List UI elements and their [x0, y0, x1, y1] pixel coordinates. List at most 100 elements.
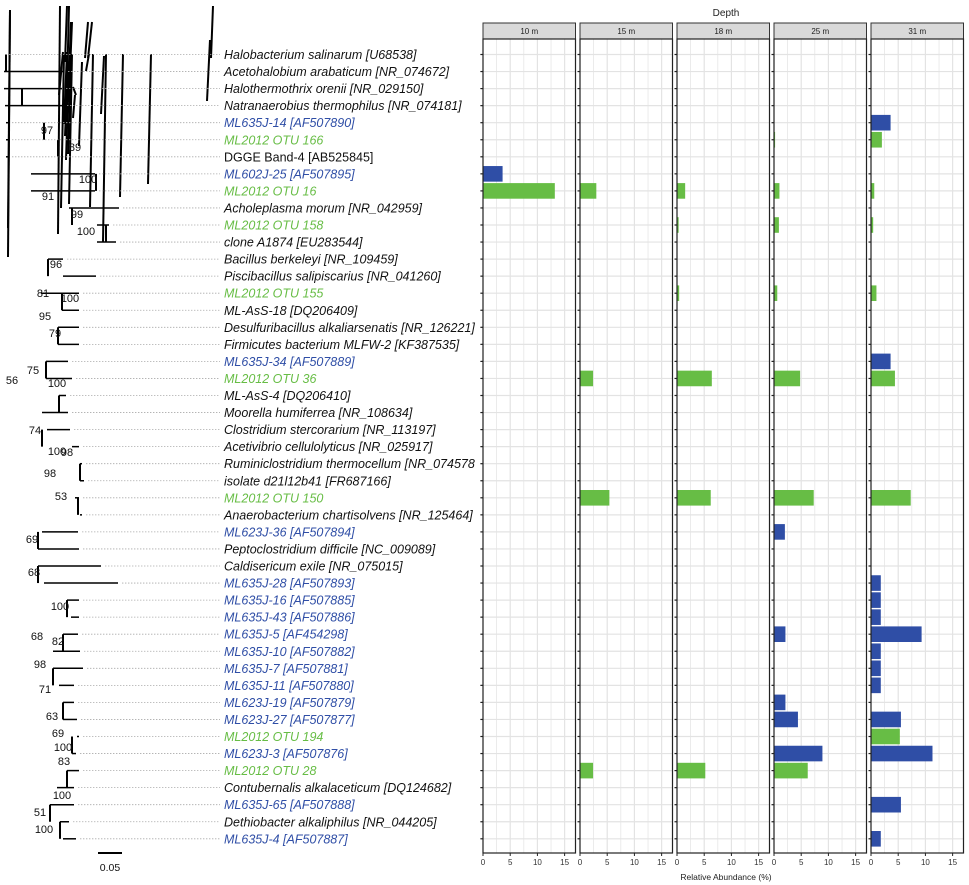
- bootstrap-value: 83: [58, 756, 70, 768]
- taxon-label-ml635j-5-af454298: ML635J-5 [AF454298]: [224, 628, 348, 642]
- x-tick-label: 0: [578, 858, 583, 867]
- scale-bar-label: 0.05: [100, 862, 121, 874]
- taxon-label-ml-ass-18-dq206409: ML-AsS-18 [DQ206409]: [224, 304, 358, 318]
- x-tick-label: 15: [560, 858, 569, 867]
- bar-10-m-ml2012-otu-16: [483, 183, 555, 199]
- facet-31-m: 31 m 0 5 10 15: [868, 22, 965, 867]
- tip-leader-lines: [9, 54, 482, 840]
- bar-18-m-ml2012-otu-150: [677, 490, 711, 506]
- taxon-labels: Halobacterium salinarum [U68538] Acetohal…: [223, 48, 475, 846]
- bar-18-m-ml2012-otu-155: [677, 285, 680, 301]
- facet-border: [870, 38, 965, 854]
- taxon-label-ml635j-11-af507880: ML635J-11 [AF507880]: [224, 679, 354, 693]
- bar-31-m-ml635j-7-af507881: [871, 660, 881, 677]
- taxon-label-natranaerobius-thermophilus-nr-074181: Natranaerobius thermophilus [NR_074181]: [224, 99, 462, 113]
- bar-25-m-ml2012-otu-36: [774, 370, 801, 387]
- bar-31-m-ml2012-otu-155: [871, 285, 877, 301]
- taxon-label-ml635j-28-af507893: ML635J-28 [AF507893]: [224, 577, 355, 591]
- x-tick-label: 10: [630, 858, 639, 867]
- bootstrap-value: 98: [44, 468, 56, 480]
- bar-31-m-ml635j-28-af507893: [871, 575, 881, 591]
- facet-15-m: 15 m 0 5 10 15: [577, 22, 674, 867]
- bootstrap-value: 98: [34, 659, 46, 671]
- taxon-label-ml635j-65-af507888: ML635J-65 [AF507888]: [224, 798, 355, 812]
- taxon-label-ml635j-16-af507885: ML635J-16 [AF507885]: [224, 594, 355, 608]
- facet-label: 10 m: [520, 27, 538, 36]
- bootstrap-value: 79: [49, 328, 61, 340]
- taxon-label-ml2012-otu-36: ML2012 OTU 36: [224, 372, 316, 386]
- bar-31-m-ml635j-16-af507885: [871, 592, 881, 608]
- bar-31-m-ml635j-5-af454298: [871, 626, 922, 642]
- bar-31-m-ml2012-otu-166: [871, 131, 882, 148]
- facet-border: [579, 38, 674, 854]
- taxon-label-ml2012-otu-158: ML2012 OTU 158: [224, 219, 323, 233]
- x-tick-label: 0: [675, 858, 680, 867]
- bootstrap-value: 97: [41, 125, 53, 137]
- bar-18-m-ml2012-otu-16: [677, 183, 686, 199]
- taxon-label-acetohalobium-arabaticum-nr-074672: Acetohalobium arabaticum [NR_074672]: [223, 65, 450, 79]
- x-tick-label: 0: [772, 858, 777, 867]
- bootstrap-value: 69: [52, 728, 64, 740]
- taxon-label-anaerobacterium-chartisolvens-nr-125464: Anaerobacterium chartisolvens [NR_125464…: [223, 508, 473, 522]
- x-tick-label: 15: [754, 858, 763, 867]
- taxon-label-ml623j-27-af507877: ML623J-27 [AF507877]: [224, 713, 355, 727]
- bar-10-m-ml602j-25-af507895: [483, 166, 503, 182]
- bar-31-m-ml623j-27-af507877: [871, 711, 901, 728]
- chart-title: Depth: [713, 8, 740, 19]
- bar-25-m-ml635j-5-af454298: [774, 626, 786, 642]
- bar-31-m-ml2012-otu-150: [871, 490, 911, 506]
- x-tick-label: 10: [727, 858, 736, 867]
- bootstrap-value: 100: [51, 601, 69, 613]
- bar-15-m-ml2012-otu-16: [580, 183, 597, 199]
- taxon-label-ml2012-otu-166: ML2012 OTU 166: [224, 133, 323, 147]
- bootstrap-value: 82: [52, 636, 64, 648]
- taxon-label-ml-ass-4-dq206410: ML-AsS-4 [DQ206410]: [224, 389, 351, 403]
- bar-31-m-ml2012-otu-16: [871, 183, 875, 199]
- taxon-label-ml2012-otu-155: ML2012 OTU 155: [224, 287, 323, 301]
- bar-15-m-ml2012-otu-36: [580, 370, 594, 387]
- bar-31-m-ml635j-11-af507880: [871, 677, 881, 694]
- facet-label: 25 m: [811, 27, 829, 36]
- bootstrap-value: 56: [6, 375, 18, 387]
- bar-31-m-ml635j-4-af507887: [871, 831, 881, 847]
- bar-18-m-ml2012-otu-158: [677, 217, 679, 233]
- taxon-label-desulfuribacillus-alkaliarsenatis-nr-126221: Desulfuribacillus alkaliarsenatis [NR_12…: [224, 321, 475, 335]
- bar-31-m-ml2012-otu-36: [871, 370, 895, 387]
- taxon-label-acetivibrio-cellulolyticus-nr-025917: Acetivibrio cellulolyticus [NR_025917]: [223, 440, 433, 454]
- taxon-label-ml2012-otu-28: ML2012 OTU 28: [224, 764, 316, 778]
- facet-18-m: 18 m 0 5 10 15: [674, 22, 771, 867]
- bar-25-m-ml623j-19-af507879: [774, 694, 786, 711]
- taxon-label-peptoclostridium-difficile-nc-009089: Peptoclostridium difficile [NC_009089]: [224, 542, 436, 556]
- taxon-label-ml635j-4-af507887: ML635J-4 [AF507887]: [224, 832, 348, 846]
- x-tick-label: 5: [605, 858, 610, 867]
- taxon-label-ml2012-otu-16: ML2012 OTU 16: [224, 184, 316, 198]
- x-tick-label: 10: [921, 858, 930, 867]
- taxon-label-ml623j-3-af507876: ML623J-3 [AF507876]: [224, 747, 348, 761]
- x-tick-label: 0: [481, 858, 486, 867]
- x-tick-label: 15: [657, 858, 666, 867]
- taxon-label-ml623j-19-af507879: ML623J-19 [AF507879]: [224, 696, 355, 710]
- taxon-label-caldisericum-exile-nr-075015: Caldisericum exile [NR_075015]: [224, 560, 403, 574]
- taxon-label-ml635j-34-af507889: ML635J-34 [AF507889]: [224, 355, 355, 369]
- taxon-label-halothermothrix-orenii-nr-029150: Halothermothrix orenii [NR_029150]: [224, 82, 424, 96]
- bar-31-m-ml2012-otu-194: [871, 728, 900, 745]
- taxon-label-bacillus-berkeleyi-nr-109459: Bacillus berkeleyi [NR_109459]: [224, 253, 398, 267]
- bar-18-m-ml2012-otu-28: [677, 762, 706, 779]
- taxon-label-ml635j-43-af507886: ML635J-43 [AF507886]: [224, 611, 355, 625]
- facet-label: 31 m: [908, 27, 926, 36]
- bar-31-m-ml623j-3-af507876: [871, 745, 933, 762]
- bootstrap-value: 91: [42, 191, 54, 203]
- bar-25-m-ml623j-3-af507876: [774, 745, 823, 762]
- bar-25-m-ml2012-otu-155: [774, 285, 778, 301]
- bar-31-m-ml635j-34-af507889: [871, 353, 891, 370]
- bootstrap-value: 100: [48, 378, 66, 390]
- bar-15-m-ml2012-otu-28: [580, 762, 594, 779]
- bootstrap-value: 68: [31, 631, 43, 643]
- taxon-label-ml2012-otu-150: ML2012 OTU 150: [224, 491, 323, 505]
- taxon-label-ml635j-7-af507881: ML635J-7 [AF507881]: [224, 662, 348, 676]
- x-tick-label: 10: [824, 858, 833, 867]
- taxon-label-ml635j-10-af507882: ML635J-10 [AF507882]: [224, 645, 355, 659]
- x-axis-title: Relative Abundance (%): [680, 872, 771, 882]
- taxon-label-firmicutes-bacterium-mlfw-2-kf387535: Firmicutes bacterium MLFW-2 [KF387535]: [224, 338, 460, 352]
